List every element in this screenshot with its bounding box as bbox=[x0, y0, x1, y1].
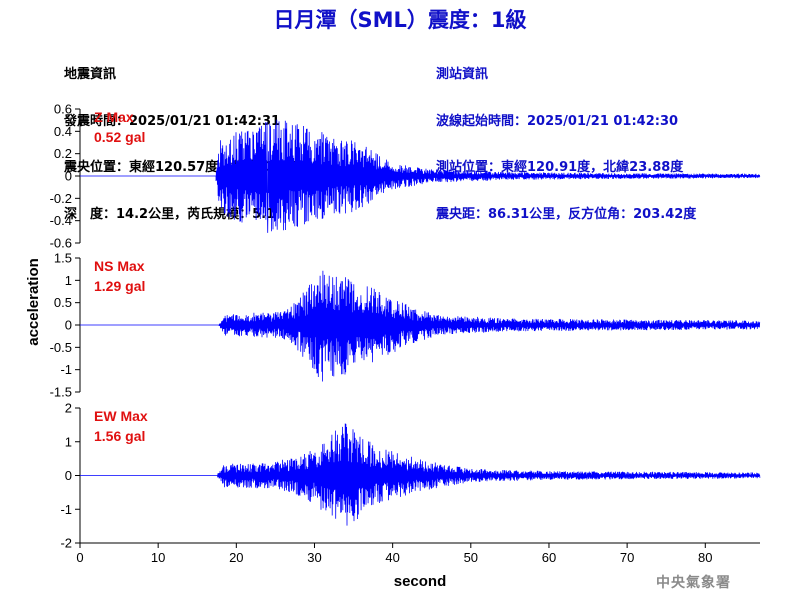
cwa-logo: 中央氣象署 bbox=[656, 575, 731, 591]
ew-y-tick-label: 1 bbox=[65, 434, 72, 449]
chart-title: 日月潭（SML）震度：1級 bbox=[273, 8, 527, 32]
ns-y-tick-label: 0.5 bbox=[54, 295, 72, 310]
ns-y-tick-label: 1 bbox=[65, 273, 72, 288]
x-tick-label: 40 bbox=[385, 550, 399, 565]
origin-time: 發震時間：2025/01/21 01:42:31 bbox=[64, 113, 281, 129]
x-tick-label: 70 bbox=[620, 550, 634, 565]
z-y-tick-label: -0.6 bbox=[50, 236, 72, 251]
ew-max-label: EW Max bbox=[94, 408, 148, 424]
ns-y-tick-label: -1.5 bbox=[50, 385, 72, 400]
ew-y-tick-label: -1 bbox=[60, 502, 72, 517]
ns-y-tick-label: 0 bbox=[65, 318, 72, 333]
x-tick-label: 0 bbox=[76, 550, 83, 565]
z-y-tick-label: 0.2 bbox=[54, 146, 72, 161]
earthquake-info-heading: 地震資訊 bbox=[64, 67, 117, 82]
z-y-tick-label: 0.4 bbox=[54, 124, 72, 139]
ew-y-tick-label: 2 bbox=[65, 401, 72, 416]
ew-max-value: 1.56 gal bbox=[94, 428, 145, 444]
ns-y-tick-label: -1 bbox=[60, 362, 72, 377]
ns-max-value: 1.29 gal bbox=[94, 278, 145, 294]
z-y-tick-label: -0.2 bbox=[50, 191, 72, 206]
station-info-block: 測站資訊 波線起始時間：2025/01/21 01:42:30 測站位置：東經1… bbox=[436, 36, 696, 238]
station-location: 測站位置：東經120.91度，北緯23.88度 bbox=[436, 160, 684, 175]
z-y-tick-label: -0.4 bbox=[50, 213, 72, 228]
ew-y-tick-label: 0 bbox=[65, 468, 72, 483]
x-tick-label: 30 bbox=[307, 550, 321, 565]
wave-start-time: 波線起始時間：2025/01/21 01:42:30 bbox=[436, 113, 679, 129]
ew-y-tick-label: -2 bbox=[60, 536, 72, 551]
x-tick-label: 10 bbox=[151, 550, 165, 565]
x-tick-label: 80 bbox=[698, 550, 712, 565]
z-waveform bbox=[80, 119, 761, 233]
z-y-tick-label: 0.6 bbox=[54, 102, 72, 117]
ns-y-tick-label: 1.5 bbox=[54, 251, 72, 266]
x-tick-label: 60 bbox=[542, 550, 556, 565]
z-max-value: 0.52 gal bbox=[94, 129, 145, 145]
z-max-label: Z Max bbox=[94, 109, 134, 125]
x-tick-label: 50 bbox=[464, 550, 478, 565]
epicentral-distance-azimuth: 震央距：86.31公里，反方位角：203.42度 bbox=[436, 206, 697, 222]
ns-max-label: NS Max bbox=[94, 258, 145, 274]
y-axis-title: acceleration bbox=[25, 258, 42, 346]
ew-waveform bbox=[80, 423, 761, 526]
z-y-tick-label: 0 bbox=[65, 169, 72, 184]
station-info-heading: 測站資訊 bbox=[436, 67, 489, 82]
ns-y-tick-label: -0.5 bbox=[50, 340, 72, 355]
ns-waveform bbox=[80, 270, 761, 382]
x-axis-title: second bbox=[394, 573, 447, 590]
x-tick-label: 20 bbox=[229, 550, 243, 565]
